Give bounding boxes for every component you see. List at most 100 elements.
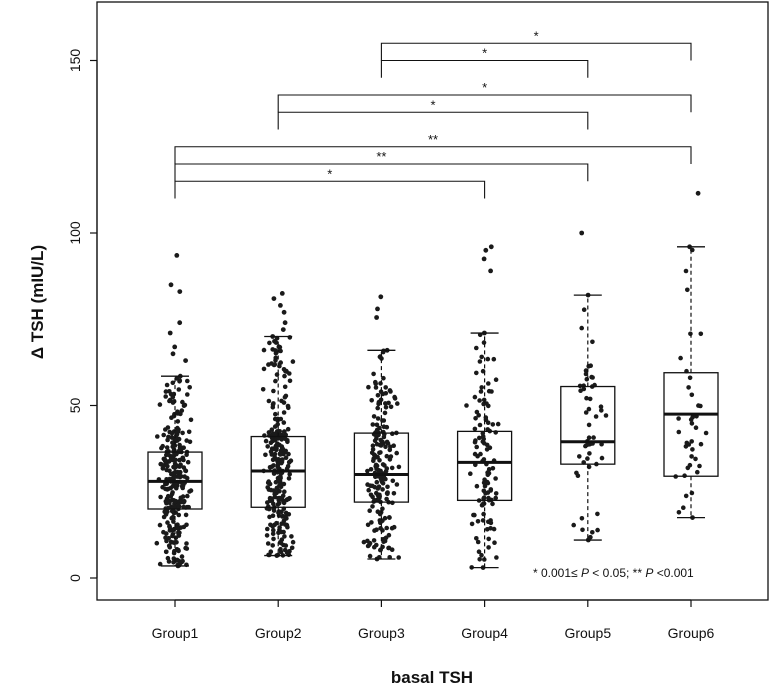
- data-point: [165, 463, 170, 469]
- data-point: [478, 451, 483, 457]
- data-point: [187, 385, 192, 390]
- data-point: [160, 443, 165, 449]
- data-point: [593, 414, 599, 419]
- bracket-label: *: [482, 46, 487, 61]
- data-point: [157, 522, 163, 528]
- data-point: [282, 429, 287, 434]
- data-point: [286, 476, 292, 481]
- data-point: [281, 518, 287, 524]
- data-point: [472, 439, 478, 445]
- bracket-line: [174, 146, 692, 164]
- data-point: [477, 435, 482, 441]
- bracket-line: [174, 163, 589, 182]
- data-point: [493, 495, 499, 501]
- data-point: [374, 466, 379, 472]
- data-point: [173, 457, 178, 463]
- data-point: [689, 439, 694, 444]
- x-tick-label: Group4: [461, 625, 508, 641]
- data-point: [158, 494, 163, 500]
- data-point: [584, 376, 590, 382]
- data-point: [595, 527, 600, 533]
- data-point: [165, 437, 170, 443]
- x-tick-label: Group5: [564, 625, 611, 641]
- data-point: [598, 404, 604, 410]
- data-point: [184, 522, 189, 528]
- data-point: [166, 559, 172, 564]
- data-point: [171, 540, 177, 545]
- data-point: [475, 539, 481, 545]
- data-point: [165, 520, 170, 525]
- data-point: [479, 385, 485, 390]
- data-point: [184, 541, 189, 546]
- data-point: [169, 454, 175, 460]
- data-point: [365, 538, 370, 544]
- data-point: [391, 491, 397, 496]
- data-point: [380, 439, 385, 445]
- data-point: [282, 489, 287, 495]
- outlier-point: [170, 351, 176, 357]
- outlier-point: [579, 230, 585, 236]
- data-point: [279, 398, 284, 404]
- data-point: [270, 513, 276, 518]
- bracket-label: **: [428, 132, 438, 147]
- data-point: [365, 522, 371, 528]
- data-point: [181, 504, 186, 510]
- data-point: [372, 438, 378, 444]
- data-point: [272, 424, 278, 429]
- data-point: [261, 347, 267, 353]
- data-point: [477, 557, 483, 562]
- data-point: [585, 456, 590, 461]
- data-point: [162, 509, 167, 514]
- iqr-box: [456, 430, 513, 502]
- data-point: [287, 495, 292, 501]
- data-point: [491, 356, 497, 362]
- data-point: [176, 531, 181, 536]
- data-point: [395, 401, 400, 406]
- data-point: [689, 392, 695, 398]
- data-point: [383, 468, 389, 474]
- data-point: [387, 515, 392, 520]
- data-point: [269, 446, 275, 452]
- data-point: [482, 483, 488, 489]
- data-point: [275, 464, 281, 470]
- data-point: [377, 492, 382, 498]
- bracket-group1-group6: **: [174, 132, 692, 164]
- data-point: [472, 394, 478, 400]
- bracket-label: *: [534, 28, 539, 43]
- outlier-point: [278, 303, 283, 308]
- data-point: [366, 487, 372, 493]
- data-point: [384, 525, 390, 531]
- data-point: [163, 427, 168, 432]
- data-point: [685, 287, 690, 293]
- data-point: [374, 479, 380, 485]
- data-point: [689, 454, 694, 459]
- data-point: [188, 417, 194, 423]
- data-point: [374, 441, 380, 447]
- data-point: [278, 348, 283, 354]
- data-point: [266, 398, 272, 404]
- y-tick-label: 50: [67, 398, 83, 414]
- data-point: [281, 410, 287, 415]
- data-point: [473, 416, 478, 421]
- data-point: [385, 484, 390, 490]
- data-point: [157, 561, 163, 567]
- data-point: [176, 548, 181, 554]
- x-axis-title: basal TSH: [391, 668, 473, 687]
- data-point: [380, 418, 385, 423]
- data-point: [584, 395, 589, 401]
- data-point: [474, 370, 479, 376]
- data-point: [493, 377, 499, 383]
- data-point: [583, 410, 589, 415]
- data-point: [282, 373, 287, 379]
- bracket-label: *: [430, 97, 435, 112]
- data-point: [381, 536, 386, 542]
- boxes: [147, 246, 719, 569]
- data-point: [599, 408, 604, 413]
- data-point: [683, 493, 689, 499]
- data-point: [391, 524, 397, 530]
- data-point: [685, 465, 691, 471]
- data-point: [368, 467, 374, 472]
- outlier-point: [281, 309, 287, 315]
- data-point: [676, 429, 682, 435]
- data-point: [163, 549, 169, 555]
